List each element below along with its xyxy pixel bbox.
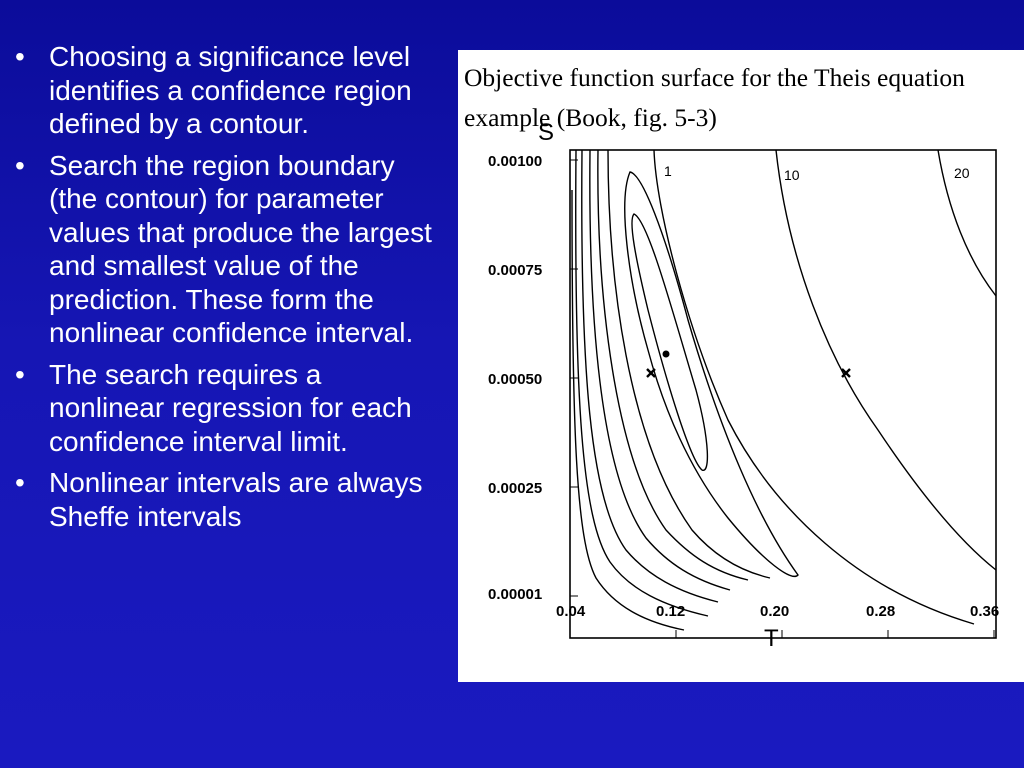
y-tick-label: 0.00025 [488,480,542,497]
contour-label-20 [937,149,997,297]
x-tick-label: 0.20 [760,603,789,620]
y-axis-label: S [538,119,554,146]
x-tick-marks [569,630,995,638]
bullet-list: • Choosing a significance level identifie… [12,40,444,541]
bullet-text: Choosing a significance level identifies… [49,41,412,139]
bullet-text: Search the region boundary (the contour)… [49,149,432,349]
contour-b [597,149,749,581]
y-tick-label: 0.00100 [488,153,542,170]
figure-caption: Objective function surface for the Theis… [464,63,965,132]
bullet-glyph: • [15,41,25,72]
contour-c [589,149,731,591]
contour-plot: 0.00100 0.00075 0.00050 0.00025 0.00001 … [488,119,999,652]
contour-d [581,149,719,603]
x-marker [646,368,656,378]
bullet-text: Nonlinear intervals are always Sheffe in… [49,467,423,532]
bullet-item: • Search the region boundary (the contour… [12,149,444,350]
x-tick-label: 0.28 [866,603,895,620]
contour-label-10 [775,149,997,571]
y-tick-label: 0.00001 [488,586,542,603]
bullet-item: • Choosing a significance level identifie… [12,40,444,141]
contour-label-1 [653,149,975,625]
y-tick-label: 0.00075 [488,262,542,279]
x-tick-label: 0.36 [970,603,999,620]
plot-frame [569,149,997,639]
bullet-glyph: • [15,358,25,390]
x-axis-label: T [764,625,779,652]
contour-label: 10 [784,167,800,183]
contour-f [571,189,685,631]
bullet-item: • The search requires a nonlinear regress… [12,358,444,459]
bullet-glyph: • [15,467,25,498]
x-marker [841,368,851,378]
y-tick-label: 0.00050 [488,371,542,388]
bullet-text: The search requires a nonlinear regressi… [49,358,412,457]
contour-lines [571,149,997,631]
optimum-dot [662,350,670,358]
bullet-glyph: • [15,149,25,181]
contour-label: 20 [954,165,970,181]
contour-innermost [631,213,709,471]
contour-second [624,171,799,577]
contour-e [575,149,709,617]
x-tick-label: 0.04 [556,603,586,620]
contour-label: 1 [664,163,672,179]
contour-a [607,149,771,579]
bullet-item: • Nonlinear intervals are always Sheffe i… [12,466,444,533]
figure-panel: 0.00100 0.00075 0.00050 0.00025 0.00001 … [458,50,1024,682]
